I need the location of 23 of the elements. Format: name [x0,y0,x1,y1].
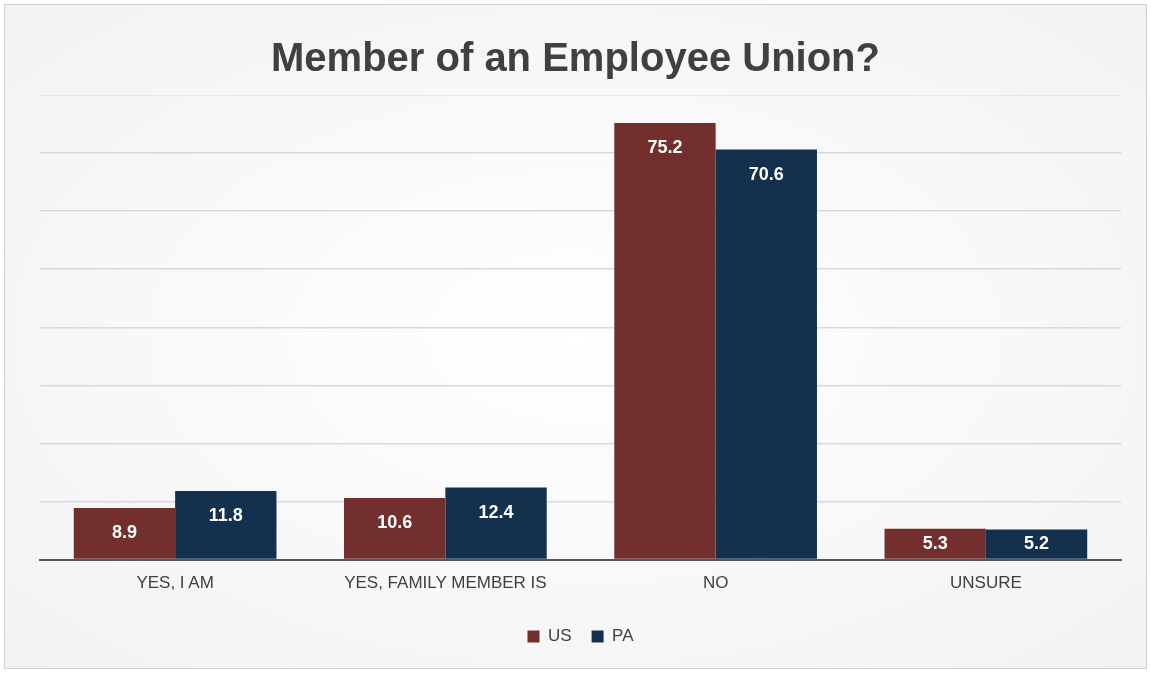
legend-label: PA [612,626,635,646]
x-tick-label: NO [702,573,729,593]
data-label: 5.2 [1024,533,1050,554]
data-label: 12.4 [478,501,514,522]
chart-title: Member of an Employee Union? [270,35,881,80]
data-label: 10.6 [377,512,413,533]
bar [715,149,817,559]
bar [73,507,176,559]
bar [175,491,277,559]
data-label: 8.9 [111,521,137,542]
x-tick-label: UNSURE [949,573,1022,593]
bar [344,498,446,559]
data-label: 75.2 [647,136,683,157]
legend-label: US [547,626,572,646]
x-tick-label: YES, I AM [136,573,214,593]
bar [445,487,547,559]
data-label: 70.6 [748,163,784,184]
x-tick-label: YES, FAMILY MEMBER IS [344,573,547,593]
data-label: 11.8 [208,505,243,526]
bar [614,122,716,559]
bar [884,528,986,559]
data-label: 5.3 [922,532,948,553]
bar [985,529,1088,559]
